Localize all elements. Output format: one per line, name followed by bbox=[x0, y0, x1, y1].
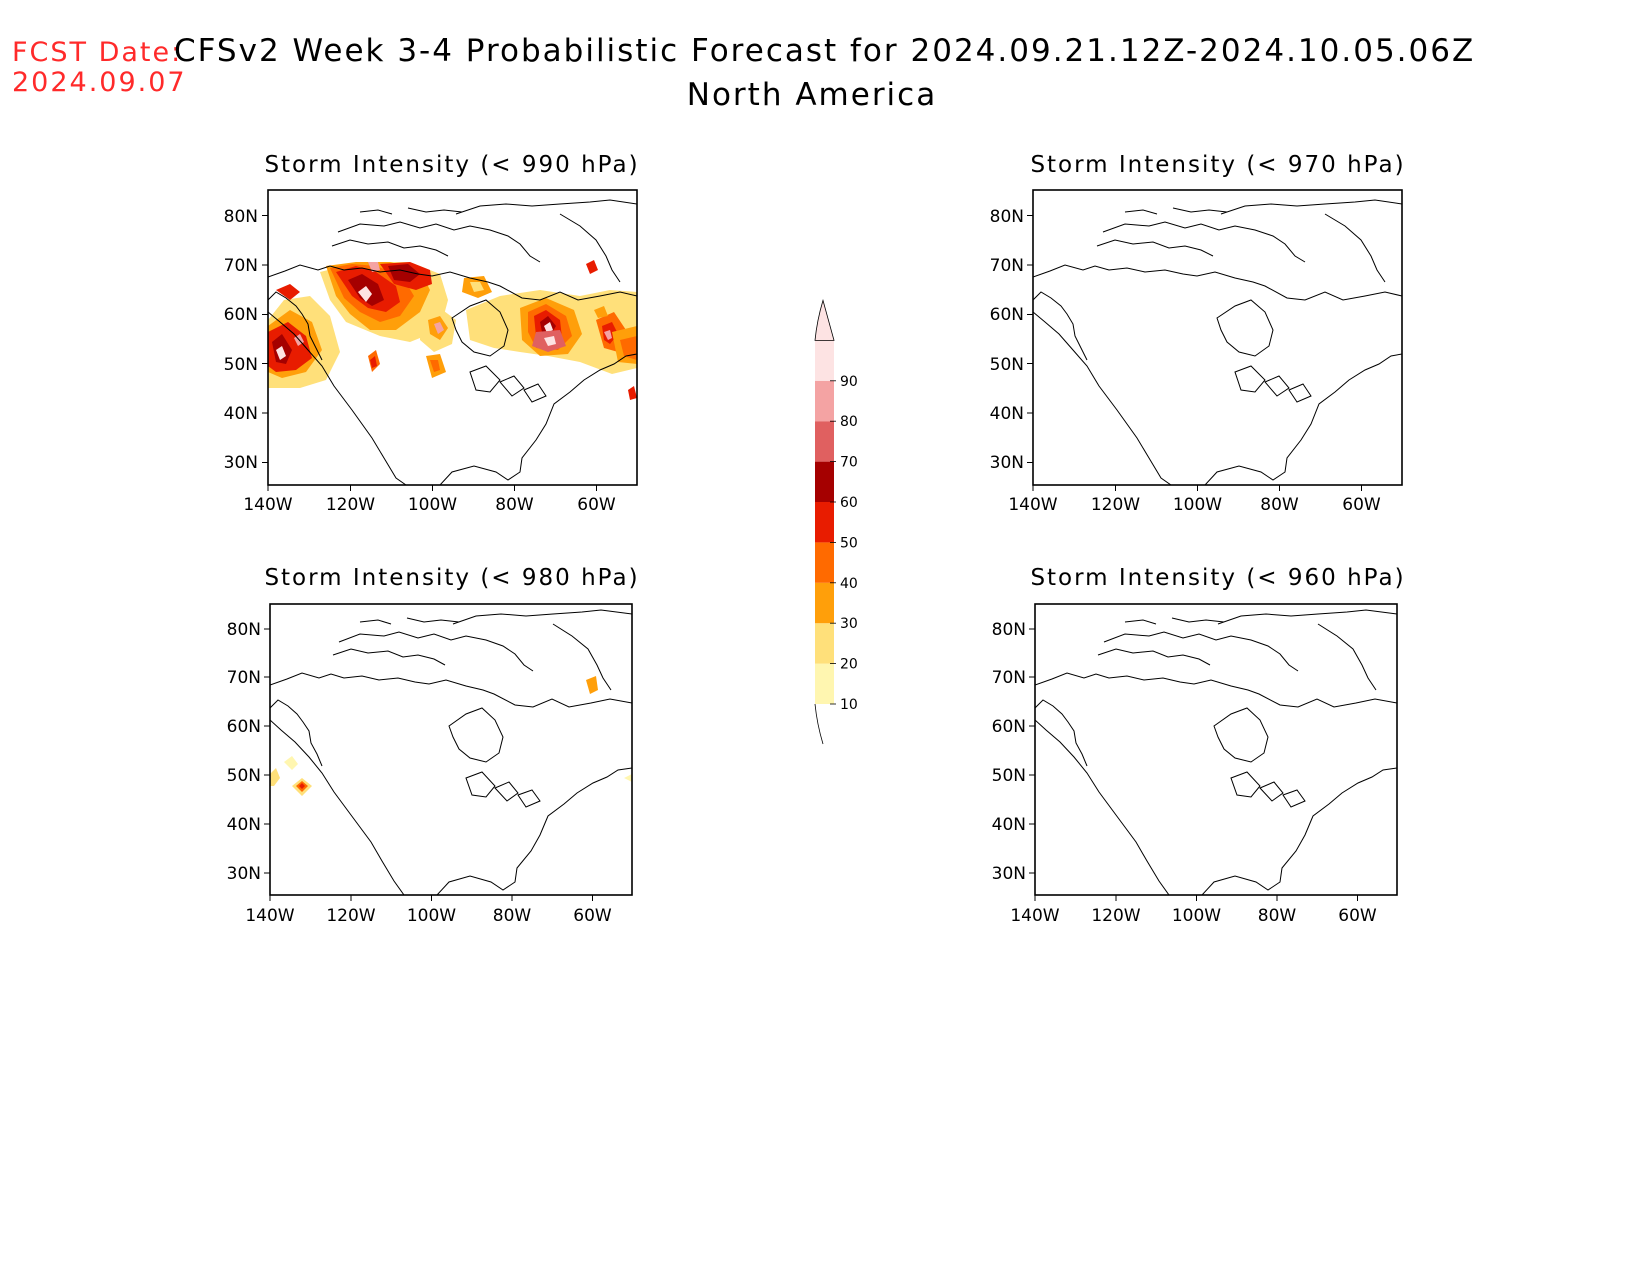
map-frame-970 bbox=[1032, 189, 1403, 486]
lon-label: 100W bbox=[1172, 906, 1221, 926]
lon-label: 80W bbox=[495, 495, 534, 515]
lon-label: 140W bbox=[245, 906, 294, 926]
lat-axis-970: 80N 70N 60N 50N 40N 30N bbox=[990, 207, 1033, 473]
lat-label: 70N bbox=[227, 668, 261, 688]
lat-label: 80N bbox=[990, 207, 1024, 227]
panel-title-980: Storm Intensity (< 980 hPa) bbox=[264, 565, 639, 591]
lat-label: 80N bbox=[992, 620, 1026, 640]
lon-label: 100W bbox=[408, 495, 457, 515]
lon-label: 60W bbox=[577, 495, 616, 515]
panel-title-970: Storm Intensity (< 970 hPa) bbox=[1030, 152, 1405, 178]
colorbar-swatch bbox=[815, 663, 834, 704]
colorbar-label: 80 bbox=[840, 414, 858, 430]
fcst-date-label: FCST Date: bbox=[12, 37, 182, 68]
map-frame-990 bbox=[267, 189, 638, 486]
lon-label: 80W bbox=[493, 906, 532, 926]
map-panel-990: 80N 70N 60N 50N 40N 30N 140W 120W 100W 8… bbox=[224, 189, 638, 515]
figure-title: CFSv2 Week 3-4 Probabilistic Forecast fo… bbox=[174, 33, 1475, 69]
coastlines-960 bbox=[1035, 609, 1397, 895]
lat-label: 80N bbox=[224, 207, 258, 227]
probability-shading-980 bbox=[270, 676, 632, 796]
lon-label: 60W bbox=[1338, 906, 1377, 926]
lat-label: 60N bbox=[227, 717, 261, 737]
map-frame-960 bbox=[1034, 603, 1398, 896]
lon-label: 80W bbox=[1258, 906, 1297, 926]
lon-label: 60W bbox=[573, 906, 612, 926]
lat-label: 60N bbox=[224, 305, 258, 325]
lon-label: 140W bbox=[1010, 906, 1059, 926]
lat-label: 50N bbox=[992, 766, 1026, 786]
lon-axis-990: 140W 120W 100W 80W 60W bbox=[243, 485, 616, 515]
map-frame-980 bbox=[269, 603, 633, 896]
colorbar-label: 10 bbox=[840, 697, 858, 713]
lon-label: 100W bbox=[1173, 495, 1222, 515]
colorbar-label: 30 bbox=[840, 616, 858, 632]
map-panel-960: 80N 70N 60N 50N 40N 30N 140W 120W 100W 8… bbox=[992, 603, 1398, 926]
lon-label: 140W bbox=[1008, 495, 1057, 515]
colorbar-label: 50 bbox=[840, 535, 858, 551]
panel-title-960: Storm Intensity (< 960 hPa) bbox=[1030, 565, 1405, 591]
lon-axis-980: 140W 120W 100W 80W 60W bbox=[245, 895, 612, 926]
lat-label: 50N bbox=[224, 355, 258, 375]
lat-axis-980: 80N 70N 60N 50N 40N 30N bbox=[227, 620, 270, 884]
colorbar-top-tip bbox=[814, 298, 835, 341]
lat-label: 40N bbox=[990, 404, 1024, 424]
lon-axis-970: 140W 120W 100W 80W 60W bbox=[1008, 485, 1381, 515]
lat-label: 30N bbox=[992, 864, 1026, 884]
colorbar-swatch bbox=[815, 582, 834, 624]
colorbar-label: 40 bbox=[840, 576, 858, 592]
lat-label: 30N bbox=[990, 453, 1024, 473]
lon-label: 120W bbox=[326, 495, 375, 515]
probability-shading-990 bbox=[268, 260, 637, 400]
colorbar-label: 20 bbox=[840, 657, 858, 673]
lat-label: 60N bbox=[990, 305, 1024, 325]
lon-label: 120W bbox=[1091, 906, 1140, 926]
lat-label: 40N bbox=[224, 404, 258, 424]
lat-label: 40N bbox=[992, 815, 1026, 835]
colorbar: 10 20 30 40 50 60 70 80 90 bbox=[814, 298, 858, 745]
lon-label: 140W bbox=[243, 495, 292, 515]
colorbar-label: 90 bbox=[840, 374, 858, 390]
fcst-date-value: 2024.09.07 bbox=[12, 67, 187, 98]
lat-label: 50N bbox=[227, 766, 261, 786]
lat-label: 40N bbox=[227, 815, 261, 835]
colorbar-swatch bbox=[815, 623, 834, 664]
lat-label: 70N bbox=[992, 668, 1026, 688]
lon-label: 60W bbox=[1342, 495, 1381, 515]
lat-label: 70N bbox=[224, 256, 258, 276]
lat-label: 60N bbox=[992, 717, 1026, 737]
colorbar-swatch bbox=[815, 340, 834, 381]
lon-label: 80W bbox=[1260, 495, 1299, 515]
map-panel-980: 80N 70N 60N 50N 40N 30N 140W 120W 100W 8… bbox=[227, 603, 633, 926]
lat-label: 30N bbox=[227, 864, 261, 884]
lon-label: 120W bbox=[1091, 495, 1140, 515]
colorbar-swatch bbox=[815, 461, 834, 502]
region-title: North America bbox=[687, 77, 937, 113]
coastlines-970 bbox=[1033, 199, 1402, 485]
colorbar-swatch bbox=[815, 502, 834, 543]
lat-axis-990: 80N 70N 60N 50N 40N 30N bbox=[224, 207, 268, 473]
map-panel-970: 80N 70N 60N 50N 40N 30N 140W 120W 100W 8… bbox=[990, 189, 1403, 515]
lat-axis-960: 80N 70N 60N 50N 40N 30N bbox=[992, 620, 1035, 884]
colorbar-label: 70 bbox=[840, 455, 858, 471]
colorbar-swatch bbox=[815, 380, 834, 422]
coastlines-990 bbox=[268, 199, 637, 485]
colorbar-bottom-tip bbox=[814, 703, 824, 745]
lon-label: 100W bbox=[407, 906, 456, 926]
colorbar-swatch bbox=[815, 421, 834, 462]
lat-label: 30N bbox=[224, 453, 258, 473]
lat-label: 50N bbox=[990, 355, 1024, 375]
lon-label: 120W bbox=[326, 906, 375, 926]
lat-label: 70N bbox=[990, 256, 1024, 276]
coastlines-980 bbox=[270, 609, 632, 895]
colorbar-label: 60 bbox=[840, 495, 858, 511]
panel-title-990: Storm Intensity (< 990 hPa) bbox=[264, 152, 639, 178]
lon-axis-960: 140W 120W 100W 80W 60W bbox=[1010, 895, 1377, 926]
lat-label: 80N bbox=[227, 620, 261, 640]
colorbar-swatch bbox=[815, 542, 834, 583]
